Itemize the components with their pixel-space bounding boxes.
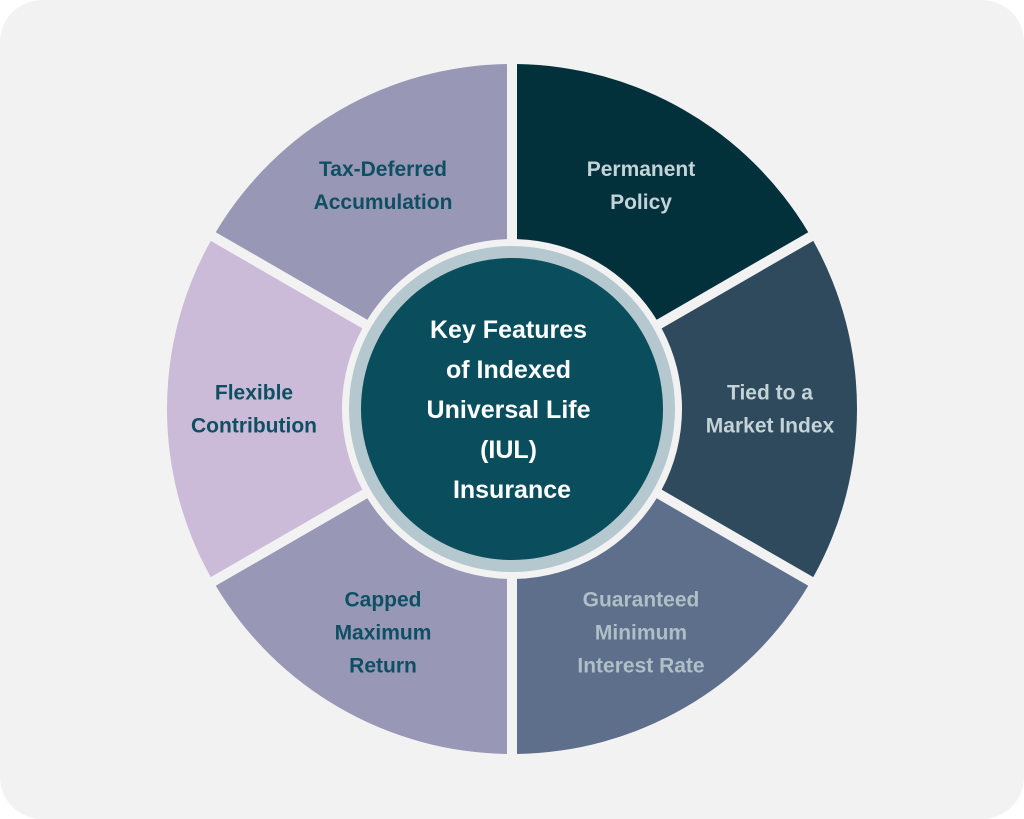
feature-label: Capped Maximum Return bbox=[335, 588, 432, 677]
feature-segment: Tax-Deferred Accumulation bbox=[215, 64, 507, 320]
feature-label-line: Guaranteed bbox=[583, 588, 700, 611]
feature-label: Tax-Deferred Accumulation bbox=[314, 158, 453, 214]
feature-label-line: Contribution bbox=[191, 415, 317, 438]
feature-segment-shape bbox=[661, 240, 857, 578]
feature-label-line: Tied to a bbox=[727, 382, 813, 405]
center-hub: Key Features of Indexed Universal Life (… bbox=[349, 246, 675, 572]
feature-label: Flexible Contribution bbox=[191, 382, 317, 438]
feature-segment: Guaranteed Minimum Interest Rate bbox=[517, 498, 809, 754]
feature-label-line: Tax-Deferred bbox=[319, 158, 447, 181]
center-title-line: of Indexed bbox=[446, 356, 571, 384]
feature-label-line: Maximum bbox=[335, 621, 432, 644]
feature-label-line: Interest Rate bbox=[577, 654, 704, 677]
center-title-line: (IUL) bbox=[480, 436, 537, 464]
feature-segment: Capped Maximum Return bbox=[215, 498, 507, 754]
feature-label-line: Market Index bbox=[706, 415, 835, 438]
feature-segment-shape bbox=[517, 64, 809, 320]
feature-label-line: Minimum bbox=[595, 621, 687, 644]
center-title: Key Features of Indexed Universal Life (… bbox=[427, 316, 598, 504]
feature-segment-shape bbox=[167, 240, 363, 578]
feature-label-line: Flexible bbox=[215, 382, 293, 405]
feature-label-line: Capped bbox=[344, 588, 421, 611]
feature-label: Guaranteed Minimum Interest Rate bbox=[577, 588, 704, 677]
feature-segment-shape bbox=[215, 498, 507, 754]
center-disc bbox=[361, 258, 663, 560]
feature-label-line: Return bbox=[349, 654, 417, 677]
feature-label-line: Accumulation bbox=[314, 191, 453, 214]
feature-segment: Tied to a Market Index bbox=[661, 240, 857, 578]
feature-segment-shape bbox=[517, 498, 809, 754]
feature-label: Permanent Policy bbox=[587, 158, 696, 214]
center-title-line: Universal Life bbox=[427, 396, 591, 424]
center-title-line: Key Features bbox=[430, 316, 587, 344]
center-title-line: Insurance bbox=[453, 476, 571, 504]
feature-segment: Permanent Policy bbox=[517, 64, 809, 320]
feature-label: Tied to a Market Index bbox=[706, 382, 835, 438]
segments-layer: Permanent Policy Tied to a Market Index Guar… bbox=[167, 64, 857, 754]
feature-segment-shape bbox=[215, 64, 507, 320]
feature-label-line: Permanent bbox=[587, 158, 696, 181]
feature-label-line: Policy bbox=[610, 191, 672, 214]
feature-segment: Flexible Contribution bbox=[167, 240, 363, 578]
